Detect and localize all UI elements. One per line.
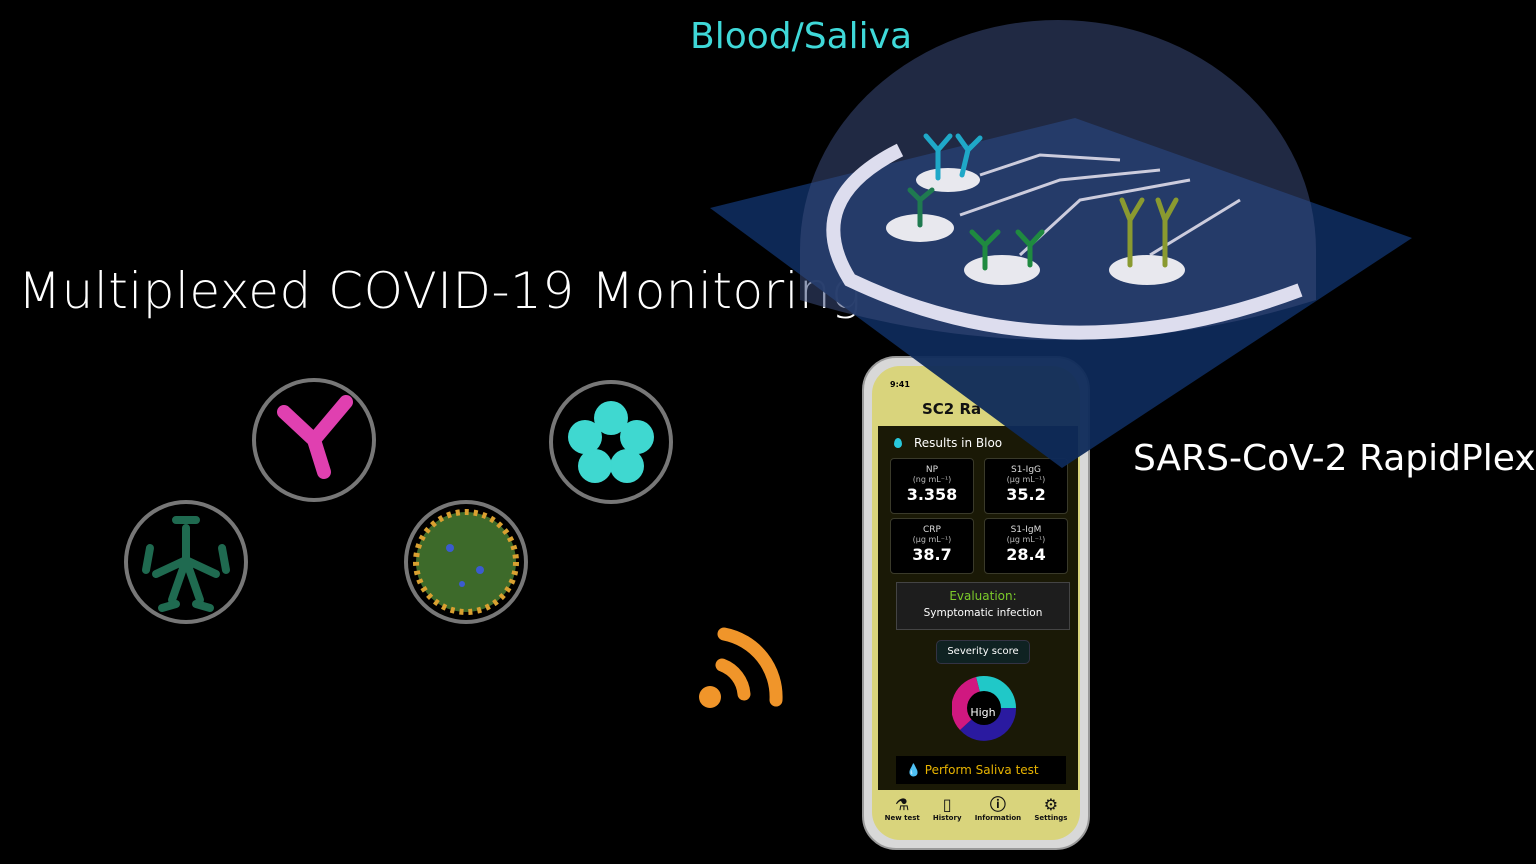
card-value: 3.358 xyxy=(906,485,958,504)
results-panel: Results in Bloo NP (ng mL⁻¹) 3.358 S1-Ig… xyxy=(878,426,1078,790)
smartphone: 9:41 SC2 Ra Results in Bloo NP (ng mL⁻¹)… xyxy=(862,356,1090,850)
flask-icon: ⚗ xyxy=(894,795,910,814)
nav-new-test[interactable]: ⚗ New test xyxy=(885,788,920,840)
protein-cluster-icon xyxy=(549,380,673,504)
result-card-s1-igm: S1-IgM (µg mL⁻¹) 28.4 xyxy=(984,518,1068,574)
card-name: S1-IgM xyxy=(1010,525,1042,535)
card-unit: (µg mL⁻¹) xyxy=(1006,535,1046,544)
device-label: SARS-CoV-2 RapidPlex xyxy=(1133,438,1536,479)
card-value: 28.4 xyxy=(1006,545,1046,564)
app-title: SC2 Ra xyxy=(922,400,982,418)
info-icon: ⓘ xyxy=(989,795,1006,814)
card-name: CRP xyxy=(923,525,941,535)
nav-history[interactable]: ▯ History xyxy=(933,788,962,840)
card-value: 38.7 xyxy=(912,545,952,564)
evaluation-label: Evaluation: xyxy=(949,589,1017,603)
card-value: 35.2 xyxy=(1006,485,1046,504)
saliva-button-label: Perform Saliva test xyxy=(924,763,1039,777)
sample-label: Blood/Saliva xyxy=(690,16,913,57)
status-time: 9:41 xyxy=(890,380,910,389)
bottom-nav: ⚗ New test ▯ History ⓘ Information ⚙ Setting… xyxy=(872,788,1080,840)
nav-information[interactable]: ⓘ Information xyxy=(975,788,1021,840)
severity-gauge xyxy=(952,675,1016,741)
nav-label: Information xyxy=(974,814,1022,822)
evaluation-value: Symptomatic infection xyxy=(923,607,1043,619)
phone-screen: 9:41 SC2 Ra Results in Bloo NP (ng mL⁻¹)… xyxy=(872,366,1080,840)
severity-score-button[interactable]: Severity score xyxy=(936,640,1030,664)
card-unit: (µg mL⁻¹) xyxy=(912,535,952,544)
antibody-magenta-icon xyxy=(252,378,376,502)
result-card-s1-igg: S1-IgG (µg mL⁻¹) 35.2 xyxy=(984,458,1068,514)
nav-label: New test xyxy=(884,814,920,822)
nav-settings[interactable]: ⚙ Settings xyxy=(1034,788,1067,840)
result-card-np: NP (ng mL⁻¹) 3.358 xyxy=(890,458,974,514)
notebook-icon: ▯ xyxy=(942,795,952,814)
card-unit: (ng mL⁻¹) xyxy=(912,475,952,484)
result-card-crp: CRP (µg mL⁻¹) 38.7 xyxy=(890,518,974,574)
wireless-icon xyxy=(699,627,783,708)
nav-label: History xyxy=(932,814,962,822)
card-name: S1-IgG xyxy=(1010,465,1042,475)
antibody-green-icon xyxy=(124,500,248,624)
severity-value: High xyxy=(970,706,996,719)
blood-drop-icon xyxy=(894,438,902,448)
virus-icon xyxy=(404,500,528,624)
perform-saliva-test-button[interactable]: 💧 Perform Saliva test xyxy=(896,756,1066,784)
results-heading: Results in Bloo xyxy=(914,436,1003,450)
evaluation-box: Evaluation: Symptomatic infection xyxy=(896,582,1070,630)
card-name: NP xyxy=(925,465,939,475)
gear-icon: ⚙ xyxy=(1043,795,1059,814)
card-unit: (µg mL⁻¹) xyxy=(1006,475,1046,484)
nav-label: Settings xyxy=(1034,814,1068,822)
